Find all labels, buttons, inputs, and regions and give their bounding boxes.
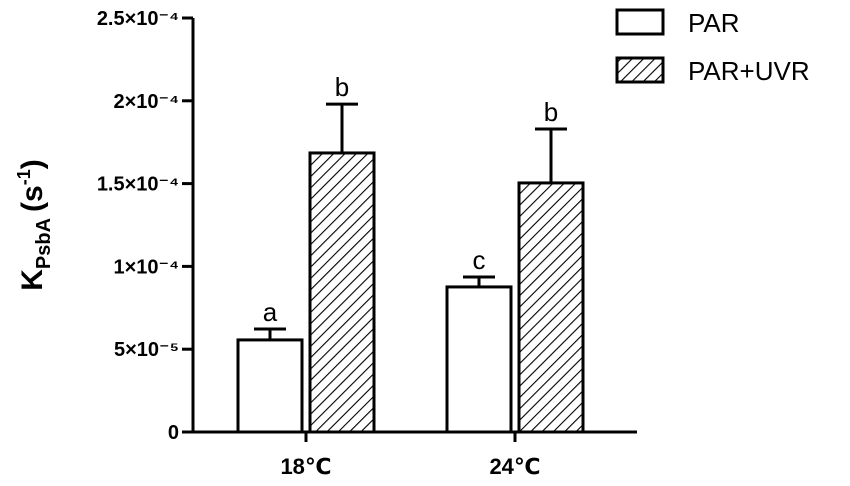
y-label-sub: PsbA [33, 218, 55, 269]
y-tick-label: 2×10⁻⁴ [114, 91, 180, 113]
y-axis-label: KPsbA (s-1) [14, 159, 55, 291]
legend-swatch [615, 56, 665, 84]
bar [517, 181, 585, 434]
x-tick-label: 24℃ [489, 454, 540, 479]
bar [236, 338, 304, 434]
legend-label: PAR+UVR [688, 56, 810, 86]
legend-swatch [615, 8, 665, 36]
y-label-unit: (s [16, 185, 49, 212]
y-tick-label: 0 [168, 422, 179, 444]
significance-label: b [544, 97, 558, 127]
y-label-sup: -1 [14, 169, 34, 185]
y-tick-label: 5×10⁻⁵ [114, 339, 179, 361]
y-label-end: ) [16, 159, 49, 169]
y-label-main: K [16, 269, 49, 291]
bar [308, 151, 376, 434]
significance-label: a [263, 297, 278, 327]
legend-label: PAR [688, 8, 740, 38]
y-tick-label: 1.5×10⁻⁴ [97, 174, 179, 196]
significance-label: c [473, 245, 486, 275]
y-tick-label: 1×10⁻⁴ [114, 256, 180, 278]
significance-label: b [335, 72, 349, 102]
x-tick-label: 18℃ [280, 454, 331, 479]
y-tick-label: 2.5×10⁻⁴ [97, 8, 179, 30]
bar [445, 285, 513, 434]
